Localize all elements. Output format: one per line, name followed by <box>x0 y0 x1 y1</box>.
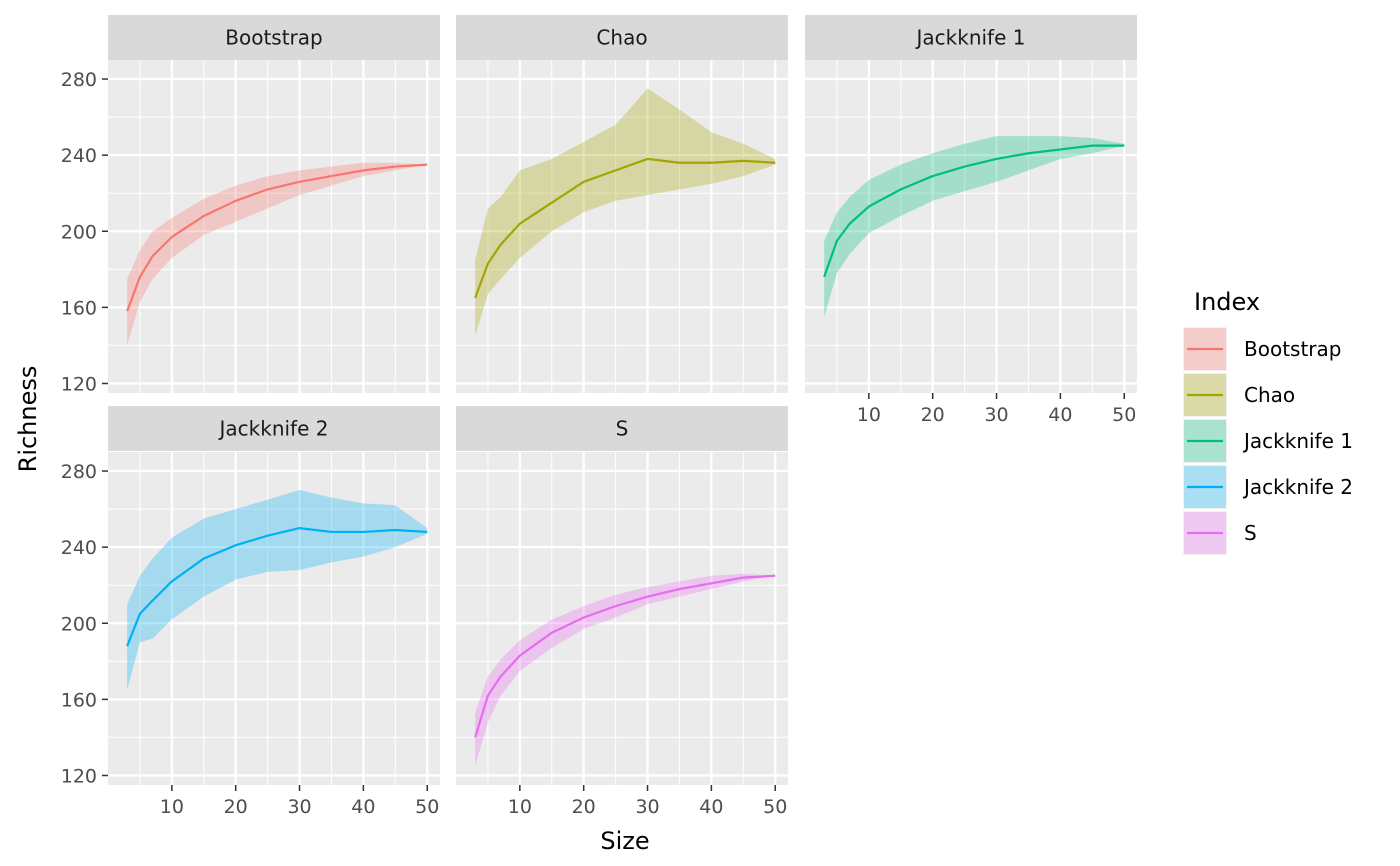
legend-label: Jackknife 2 <box>1242 475 1353 499</box>
x-tick-label: 30 <box>984 404 1008 426</box>
panel-background <box>456 452 788 785</box>
y-axis-title: Richness <box>14 366 42 473</box>
panels-layer: Bootstrap Chao Jackknife 1 Jackknife 2 S <box>108 15 1137 785</box>
strip-label-bootstrap: Bootstrap <box>225 26 322 50</box>
y-tick-label: 160 <box>61 297 97 319</box>
y-tick-label: 280 <box>61 69 97 91</box>
y-tick-label: 240 <box>61 537 97 559</box>
legend-item-s: S <box>1183 511 1257 555</box>
y-tick-label: 200 <box>61 221 97 243</box>
ribbon-jackknife-1 <box>824 136 1125 317</box>
legend-item-bootstrap: Bootstrap <box>1183 327 1341 371</box>
strip-label-chao: Chao <box>596 26 647 50</box>
ribbon-bootstrap <box>127 162 428 346</box>
panel-s: S <box>456 406 788 785</box>
x-tick-label: 40 <box>1048 404 1072 426</box>
panel-jackknife-2: Jackknife 2 <box>108 406 440 785</box>
panel-jackknife-1: Jackknife 1 <box>805 15 1137 393</box>
y-tick-label: 120 <box>61 765 97 787</box>
line-jackknife-2 <box>126 527 428 647</box>
x-tick-label: 10 <box>508 796 532 818</box>
legend-label: Bootstrap <box>1244 337 1341 361</box>
line-bootstrap <box>126 163 428 312</box>
legend-keys: Bootstrap Chao Jackknife 1 Jackknife 2 S <box>1183 327 1353 555</box>
line-chao <box>474 157 776 299</box>
legend-item-chao: Chao <box>1183 373 1295 417</box>
strip-jackknife-1 <box>805 15 1137 60</box>
x-tick-label: 40 <box>351 796 375 818</box>
x-tick-label: 30 <box>635 796 659 818</box>
y-tick-label: 240 <box>61 145 97 167</box>
strip-s <box>456 406 788 451</box>
legend-label: S <box>1244 521 1257 545</box>
strip-bootstrap <box>108 15 440 60</box>
legend-title: Index <box>1194 288 1260 316</box>
panel-chao: Chao <box>456 15 788 393</box>
strip-jackknife-2 <box>108 406 440 451</box>
x-tick-label: 20 <box>224 796 248 818</box>
legend-item-jackknife-1: Jackknife 1 <box>1183 419 1353 463</box>
x-tick-label: 30 <box>287 796 311 818</box>
y-tick-label: 200 <box>61 613 97 635</box>
ribbon-s <box>475 573 776 766</box>
line-s <box>474 574 776 738</box>
panel-bootstrap: Bootstrap <box>108 15 440 393</box>
x-tick-label: 50 <box>1112 404 1136 426</box>
axes-layer: 120 160 200 240 280 10 20 30 40 50 120 160 200 240 280… <box>61 69 1137 818</box>
panel-background <box>108 60 440 393</box>
x-tick-label: 10 <box>857 404 881 426</box>
ribbon-chao <box>475 88 776 336</box>
x-tick-label: 20 <box>921 404 945 426</box>
x-tick-label: 10 <box>160 796 184 818</box>
panel-background <box>805 60 1137 393</box>
x-axis-title: Size <box>600 827 649 855</box>
y-tick-label: 160 <box>61 689 97 711</box>
y-tick-label: 280 <box>61 461 97 483</box>
panel-background <box>456 60 788 393</box>
x-tick-label: 20 <box>572 796 596 818</box>
legend-label: Jackknife 1 <box>1242 429 1353 453</box>
legend-label: Chao <box>1244 383 1295 407</box>
ribbon-jackknife-2 <box>127 490 428 690</box>
strip-label-s: S <box>616 417 629 441</box>
strip-label-jackknife-2: Jackknife 2 <box>218 417 329 441</box>
strip-label-jackknife-1: Jackknife 1 <box>915 26 1026 50</box>
x-tick-label: 40 <box>699 796 723 818</box>
line-jackknife-1 <box>823 144 1125 278</box>
panel-background <box>108 452 440 785</box>
y-tick-label: 120 <box>61 373 97 395</box>
legend-item-jackknife-2: Jackknife 2 <box>1183 465 1353 509</box>
x-tick-label: 50 <box>415 796 439 818</box>
strip-chao <box>456 15 788 60</box>
x-tick-label: 50 <box>763 796 787 818</box>
legend: Index Bootstrap Chao Jackknife 1 Jackknife … <box>1183 288 1353 555</box>
